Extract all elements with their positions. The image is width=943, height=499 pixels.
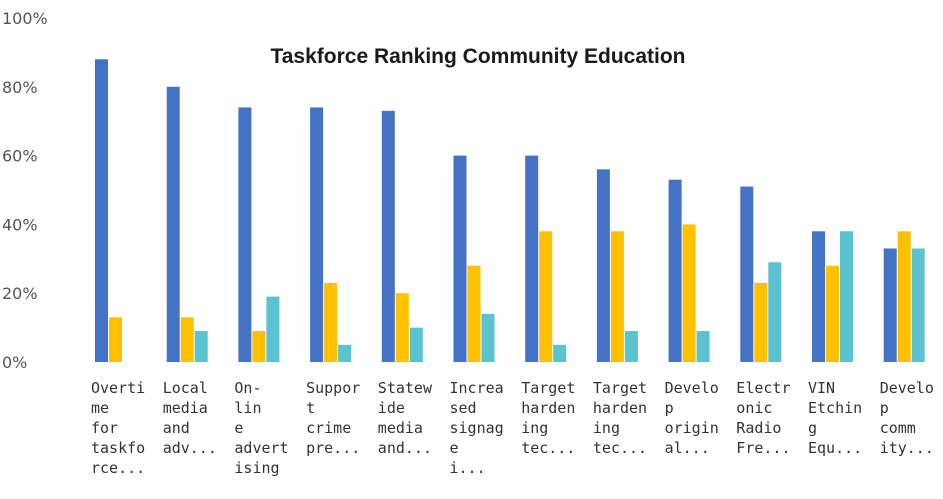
bar-s1-11 xyxy=(812,231,825,362)
bar-s2-9 xyxy=(682,224,696,362)
x-tick-label: Statew ide media and... xyxy=(378,379,433,457)
bar-s1-3 xyxy=(238,107,252,362)
y-axis: 100% 80% 60% 40% 20% 0% xyxy=(2,9,48,372)
bar-s1-6 xyxy=(453,155,467,362)
x-tick-label: VIN Etchin g Equ... xyxy=(808,379,862,457)
bar-s2-10 xyxy=(754,282,768,362)
bar-s2-12 xyxy=(897,231,911,362)
bar-s2-6 xyxy=(467,265,481,362)
bar-s3-4 xyxy=(338,344,352,362)
bar-s1-1 xyxy=(95,59,108,362)
y-tick-label: 80% xyxy=(2,78,38,97)
bar-s3-7 xyxy=(553,344,567,362)
x-tick-label: Overti me for taskfo rce... xyxy=(91,379,145,477)
y-tick-label: 60% xyxy=(2,147,38,166)
bar-s3-11 xyxy=(840,231,853,362)
bar-s1-8 xyxy=(596,169,610,362)
bars xyxy=(95,59,925,363)
bar-s3-5 xyxy=(409,327,423,362)
x-tick-label: Target harden ing tec... xyxy=(593,379,647,457)
bar-s1-5 xyxy=(381,110,395,362)
bar-s2-2 xyxy=(180,317,194,362)
bar-s3-10 xyxy=(768,262,782,362)
bar-s2-4 xyxy=(324,282,338,362)
bar-s2-5 xyxy=(395,293,409,362)
bar-s3-6 xyxy=(481,313,495,362)
x-tick-label: On-lin e advert ising xyxy=(234,379,288,477)
x-tick-label: Suppor t crime pre... xyxy=(306,379,360,457)
bar-s2-1 xyxy=(109,317,122,362)
bar-s3-9 xyxy=(696,331,710,362)
bar-s2-7 xyxy=(539,231,553,362)
bar-s1-10 xyxy=(740,186,754,362)
bar-s2-11 xyxy=(826,265,839,362)
bar-s2-3 xyxy=(252,331,266,362)
x-tick-label: Develo p comm ity... xyxy=(880,379,934,457)
x-tick-label: Local media and adv... xyxy=(163,379,217,457)
bar-s1-2 xyxy=(166,86,180,363)
bar-s1-9 xyxy=(668,179,682,362)
bar-s3-3 xyxy=(266,296,280,362)
x-axis: Overti me for taskfo rce... Local media and adv.… xyxy=(91,379,934,477)
bar-s1-12 xyxy=(883,248,897,362)
y-tick-label: 20% xyxy=(2,284,38,303)
x-tick-label: Develo p origin al... xyxy=(665,379,719,457)
bar-s3-8 xyxy=(624,331,638,362)
bar-s3-2 xyxy=(194,331,208,362)
bar-s3-12 xyxy=(911,248,925,362)
y-tick-label: 40% xyxy=(2,215,38,234)
x-tick-label: Electr onic Radio Fre... xyxy=(736,379,790,457)
y-tick-label: 100% xyxy=(2,9,48,28)
chart-title: Taskforce Ranking Community Education xyxy=(270,45,685,68)
bar-s1-7 xyxy=(525,155,539,362)
x-tick-label: Increa sed signag e i... xyxy=(450,379,504,477)
bar-s1-4 xyxy=(310,107,324,362)
bar-s2-8 xyxy=(610,231,624,362)
x-tick-label: Target harden ing tec... xyxy=(521,379,575,457)
y-tick-label: 0% xyxy=(2,353,27,372)
